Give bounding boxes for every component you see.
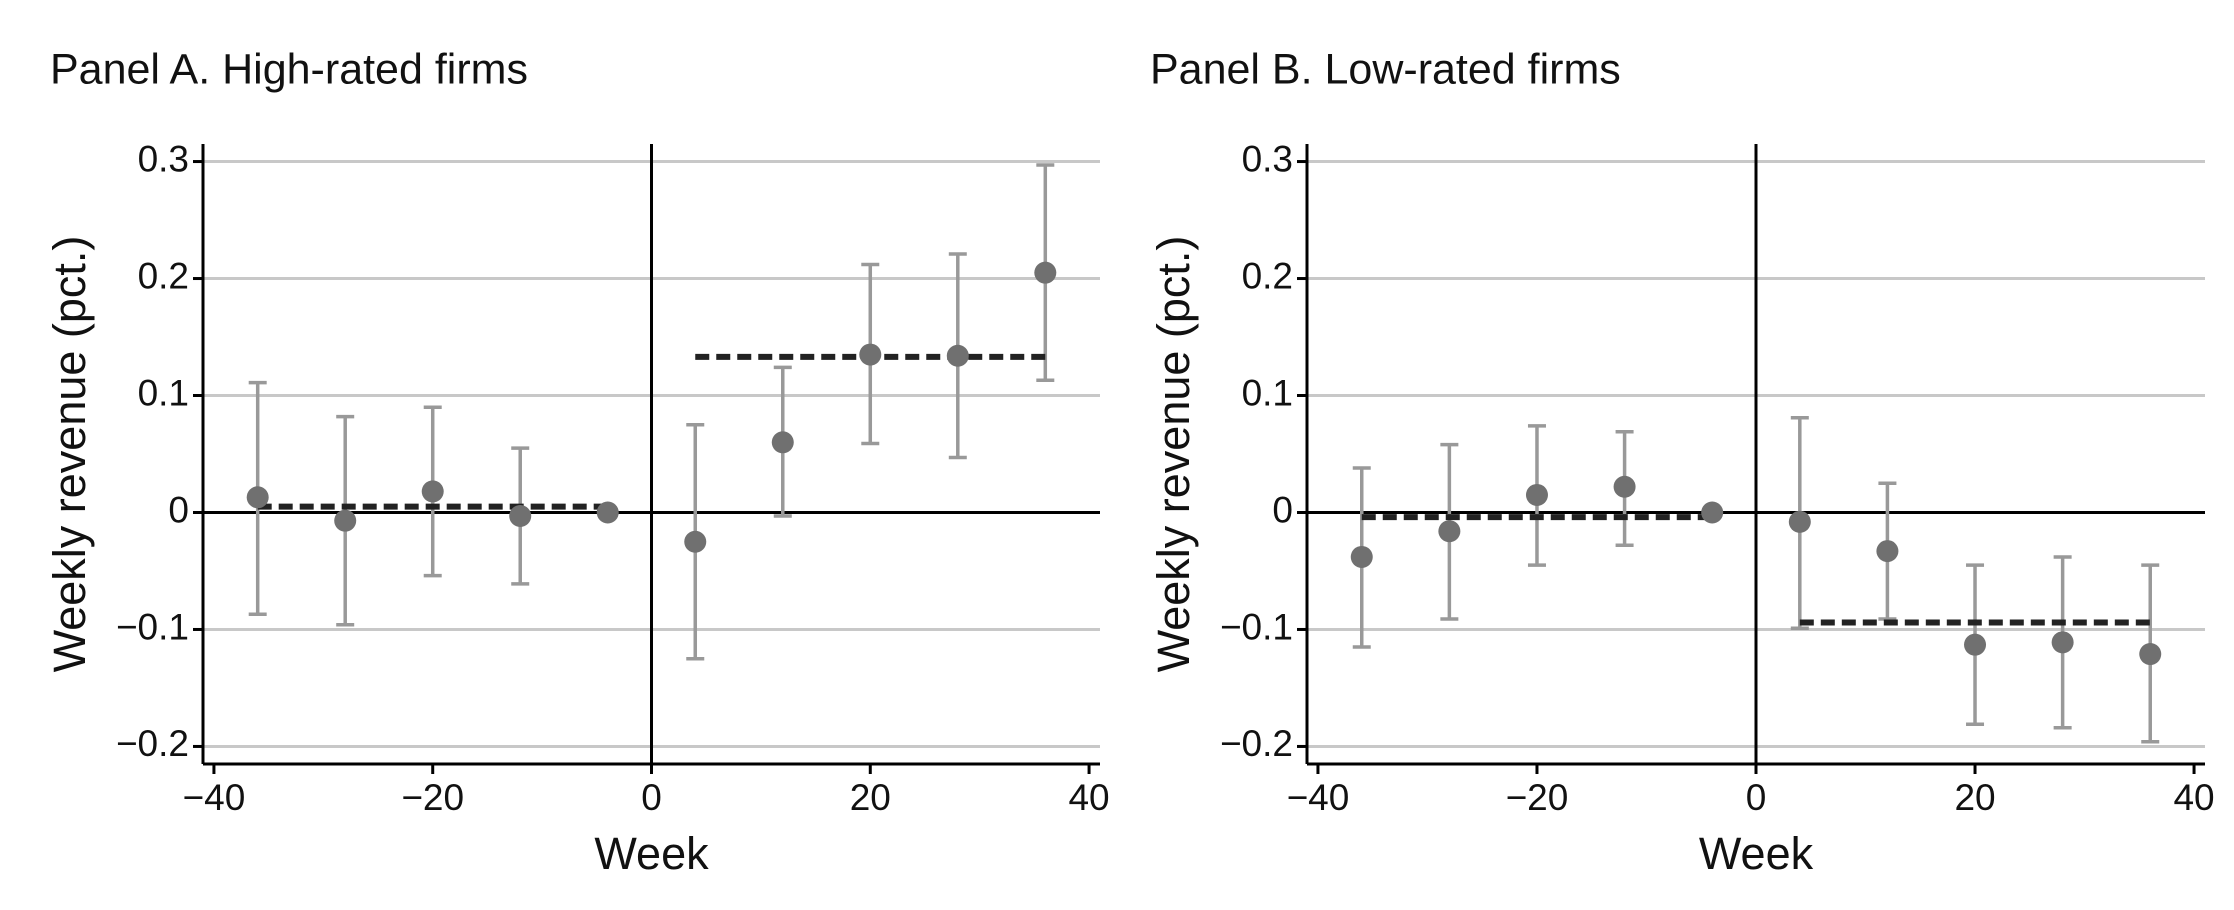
point	[246, 486, 269, 509]
point	[1876, 540, 1899, 563]
y-axis-label: Weekly revenue (pct.)	[44, 236, 95, 673]
y-tick-label: 0.1	[138, 372, 189, 413]
x-tick-label: −40	[1287, 777, 1350, 818]
y-tick-label: 0.3	[138, 138, 189, 179]
y-tick-label: 0.2	[1242, 255, 1293, 296]
x-tick-label: 0	[641, 777, 662, 818]
point	[1438, 520, 1461, 543]
x-tick-label: 40	[2173, 777, 2214, 818]
point	[946, 344, 969, 367]
point	[421, 480, 444, 503]
point	[1350, 545, 1373, 568]
panel-title: Panel A. High-rated firms	[50, 45, 528, 93]
y-tick-label: 0	[168, 489, 189, 530]
y-tick-label: −0.1	[116, 606, 189, 647]
point	[859, 343, 882, 366]
y-tick-label: −0.2	[1220, 723, 1293, 764]
y-axis-label: Weekly revenue (pct.)	[1148, 236, 1199, 673]
y-tick-label: 0.2	[138, 255, 189, 296]
point	[2051, 631, 2074, 654]
point	[1525, 483, 1548, 506]
point	[596, 501, 619, 524]
x-tick-label: 20	[850, 777, 891, 818]
point	[684, 530, 707, 553]
y-tick-label: 0	[1272, 489, 1293, 530]
y-tick-label: −0.1	[1220, 606, 1293, 647]
y-tick-label: 0.1	[1242, 372, 1293, 413]
x-tick-label: −20	[1506, 777, 1569, 818]
x-axis-label: Week	[1699, 828, 1814, 879]
point	[509, 505, 532, 527]
point	[1613, 475, 1636, 498]
x-tick-label: 40	[1068, 777, 1109, 818]
point	[334, 509, 357, 532]
x-tick-label: 20	[1954, 777, 1995, 818]
y-tick-label: −0.2	[116, 723, 189, 764]
point	[1701, 501, 1724, 524]
point	[2139, 643, 2162, 666]
x-tick-label: 0	[1746, 777, 1767, 818]
panel-title: Panel B. Low-rated firms	[1150, 45, 1621, 93]
x-tick-label: −40	[183, 777, 246, 818]
x-tick-label: −20	[401, 777, 464, 818]
y-tick-label: 0.3	[1242, 138, 1293, 179]
point	[1788, 510, 1811, 533]
point	[771, 431, 794, 454]
x-axis-label: Week	[594, 828, 709, 879]
point	[1964, 633, 1987, 656]
point	[1034, 261, 1057, 284]
